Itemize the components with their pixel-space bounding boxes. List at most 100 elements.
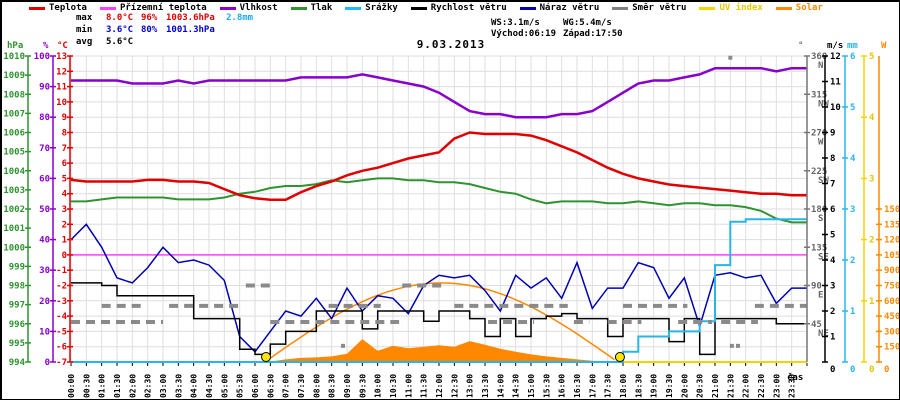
- min-temperature: 3.6°C: [106, 25, 134, 35]
- date-title: 9.03.2013: [416, 38, 486, 51]
- svg-text:40: 40: [39, 236, 50, 246]
- svg-text:-7: -7: [56, 358, 67, 368]
- wind-speed-line-icon: [410, 6, 427, 10]
- svg-text:°C: °C: [57, 41, 68, 51]
- svg-text:135: 135: [811, 243, 827, 253]
- svg-text:13:30: 13:30: [481, 374, 490, 398]
- sunset-time: Západ:17:50: [563, 29, 623, 39]
- svg-text:5: 5: [869, 52, 874, 62]
- svg-text:01:00: 01:00: [98, 374, 107, 398]
- svg-text:11: 11: [56, 83, 67, 93]
- temperature-line-icon: [29, 6, 45, 10]
- svg-text:1006: 1006: [3, 129, 25, 139]
- avg-temperature: 5.6°C: [106, 37, 134, 47]
- legend: Teplota Přízemní teplota Vlhkost Tlak Sr…: [29, 3, 823, 13]
- svg-text:6: 6: [850, 52, 855, 62]
- svg-text:00:30: 00:30: [82, 374, 91, 398]
- legend-label: Přízemní teplota: [119, 3, 207, 13]
- svg-text:60: 60: [39, 174, 50, 184]
- svg-text:2: 2: [830, 307, 835, 317]
- min-label: min: [76, 25, 93, 35]
- svg-text:2: 2: [850, 256, 855, 266]
- svg-text:10: 10: [39, 327, 50, 337]
- svg-text:17:30: 17:30: [604, 374, 613, 398]
- svg-text:70: 70: [39, 144, 50, 154]
- legend-label: Solar: [795, 3, 823, 13]
- legend-item-solar: Solar: [775, 3, 823, 13]
- svg-text:21:00: 21:00: [711, 374, 720, 398]
- svg-text:9: 9: [830, 129, 835, 139]
- svg-text:07:00: 07:00: [282, 374, 291, 398]
- svg-text:01:30: 01:30: [113, 374, 122, 398]
- legend-label: Rychlost větru: [430, 3, 507, 13]
- legend-label: Směr větru: [632, 3, 687, 13]
- svg-text:12:00: 12:00: [435, 374, 444, 398]
- legend-label: Srážky: [365, 3, 398, 13]
- svg-text:3: 3: [62, 205, 67, 215]
- svg-text:30: 30: [39, 266, 50, 276]
- svg-text:3: 3: [830, 282, 835, 292]
- svg-text:11:30: 11:30: [420, 374, 429, 398]
- svg-text:čas: čas: [787, 372, 803, 383]
- svg-text:00:00: 00:00: [67, 374, 76, 398]
- max-pressure: 1003.6hPa: [166, 13, 215, 23]
- svg-text:10: 10: [56, 98, 67, 108]
- svg-text:1001: 1001: [3, 224, 25, 234]
- svg-text:-5: -5: [56, 327, 67, 337]
- svg-text:SE: SE: [818, 252, 829, 262]
- svg-text:1003: 1003: [3, 186, 25, 196]
- svg-text:19:30: 19:30: [665, 374, 674, 398]
- svg-text:0: 0: [62, 251, 67, 261]
- svg-text:23:30: 23:30: [788, 374, 797, 398]
- solar-series: [71, 339, 807, 362]
- svg-text:0: 0: [850, 365, 855, 375]
- svg-text:45: 45: [811, 320, 822, 330]
- svg-text:360: 360: [811, 52, 827, 62]
- svg-text:SW: SW: [818, 176, 829, 186]
- legend-label: Náraz větru: [539, 3, 600, 13]
- svg-text:3: 3: [850, 205, 855, 215]
- legend-item-precipitation: Srážky: [345, 3, 398, 13]
- wind-speed-series: [71, 282, 807, 356]
- legend-label: Vlhkost: [239, 3, 278, 13]
- legend-item-wind-speed: Rychlost větru: [410, 3, 507, 13]
- svg-text:12:30: 12:30: [450, 374, 459, 398]
- svg-text:20:30: 20:30: [696, 374, 705, 398]
- wind-direction-series: [71, 55, 807, 348]
- svg-text:09:30: 09:30: [358, 374, 367, 398]
- svg-text:18:30: 18:30: [634, 374, 643, 398]
- svg-text:4: 4: [869, 113, 875, 123]
- svg-text:°: °: [798, 41, 803, 51]
- svg-text:0: 0: [830, 365, 835, 375]
- svg-text:NW: NW: [818, 99, 829, 109]
- svg-text:0: 0: [884, 365, 889, 375]
- svg-text:5: 5: [850, 103, 855, 113]
- svg-text:S: S: [818, 214, 823, 224]
- ground-temperature-line-icon: [99, 6, 116, 10]
- max-label: max: [76, 13, 93, 23]
- svg-text:11: 11: [830, 78, 841, 88]
- svg-text:5: 5: [62, 174, 67, 184]
- svg-text:0: 0: [45, 358, 50, 368]
- precipitation-series: [71, 218, 807, 363]
- svg-text:06:30: 06:30: [266, 374, 275, 398]
- svg-text:20: 20: [39, 297, 50, 307]
- svg-text:1004: 1004: [3, 167, 25, 177]
- svg-text:4: 4: [62, 190, 68, 200]
- svg-text:999: 999: [9, 262, 25, 272]
- svg-text:997: 997: [9, 301, 25, 311]
- svg-text:06:00: 06:00: [251, 374, 260, 398]
- precipitation-line-icon: [345, 6, 362, 10]
- legend-item-temperature: Teplota: [29, 3, 87, 13]
- svg-text:8: 8: [62, 129, 67, 139]
- svg-text:225: 225: [811, 167, 827, 177]
- svg-text:9: 9: [62, 113, 67, 123]
- svg-text:1200: 1200: [884, 236, 900, 246]
- svg-text:1005: 1005: [3, 148, 25, 158]
- svg-text:10: 10: [830, 103, 841, 113]
- svg-text:1002: 1002: [3, 205, 25, 215]
- svg-text:998: 998: [9, 282, 25, 292]
